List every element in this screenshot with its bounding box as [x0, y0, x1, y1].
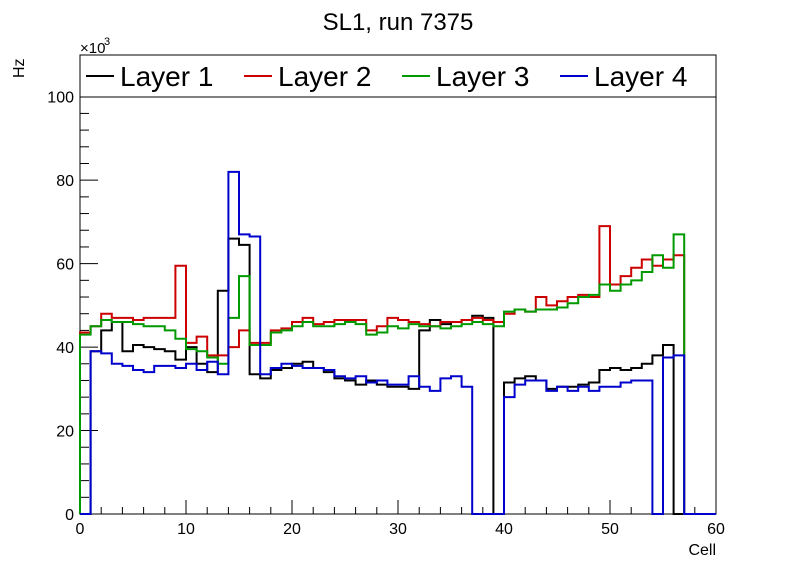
y-tick-label: 100	[47, 90, 74, 107]
y-tick-label: 0	[65, 507, 74, 524]
series-line-layer-2	[79, 225, 716, 515]
x-tick-label: 20	[283, 521, 301, 538]
y-tick-label: 20	[56, 424, 74, 441]
series-line-layer-3	[79, 233, 716, 515]
y-multiplier-exponent: 3	[104, 36, 110, 48]
y-tick-label: 80	[56, 173, 74, 190]
chart-title: SL1, run 7375	[323, 9, 474, 36]
legend-label-layer-4: Layer 4	[594, 61, 687, 92]
x-tick-label: 40	[495, 521, 513, 538]
series-line-layer-4	[80, 170, 716, 515]
series-layer	[79, 170, 716, 515]
x-tick-label: 30	[389, 521, 407, 538]
x-tick-label: 10	[177, 521, 195, 538]
y-multiplier-base: ×10	[80, 40, 105, 57]
legend-label-layer-2: Layer 2	[278, 61, 371, 92]
x-axis-title: Cell	[688, 542, 716, 559]
y-axis-title: Hz	[11, 58, 28, 78]
legend-box	[79, 54, 717, 98]
x-axis-ticks: 0 10 20 30 40 50 60	[76, 500, 725, 538]
y-tick-label: 60	[56, 257, 74, 274]
y-axis-multiplier: ×10 3	[80, 36, 110, 57]
y-tick-label: 40	[56, 340, 74, 357]
legend-label-layer-1: Layer 1	[120, 61, 213, 92]
x-tick-label: 50	[601, 521, 619, 538]
x-tick-label: 0	[76, 521, 85, 538]
x-tick-label: 60	[707, 521, 725, 538]
legend: Layer 1 Layer 2 Layer 3 Layer 4	[79, 54, 717, 98]
legend-label-layer-3: Layer 3	[436, 61, 529, 92]
